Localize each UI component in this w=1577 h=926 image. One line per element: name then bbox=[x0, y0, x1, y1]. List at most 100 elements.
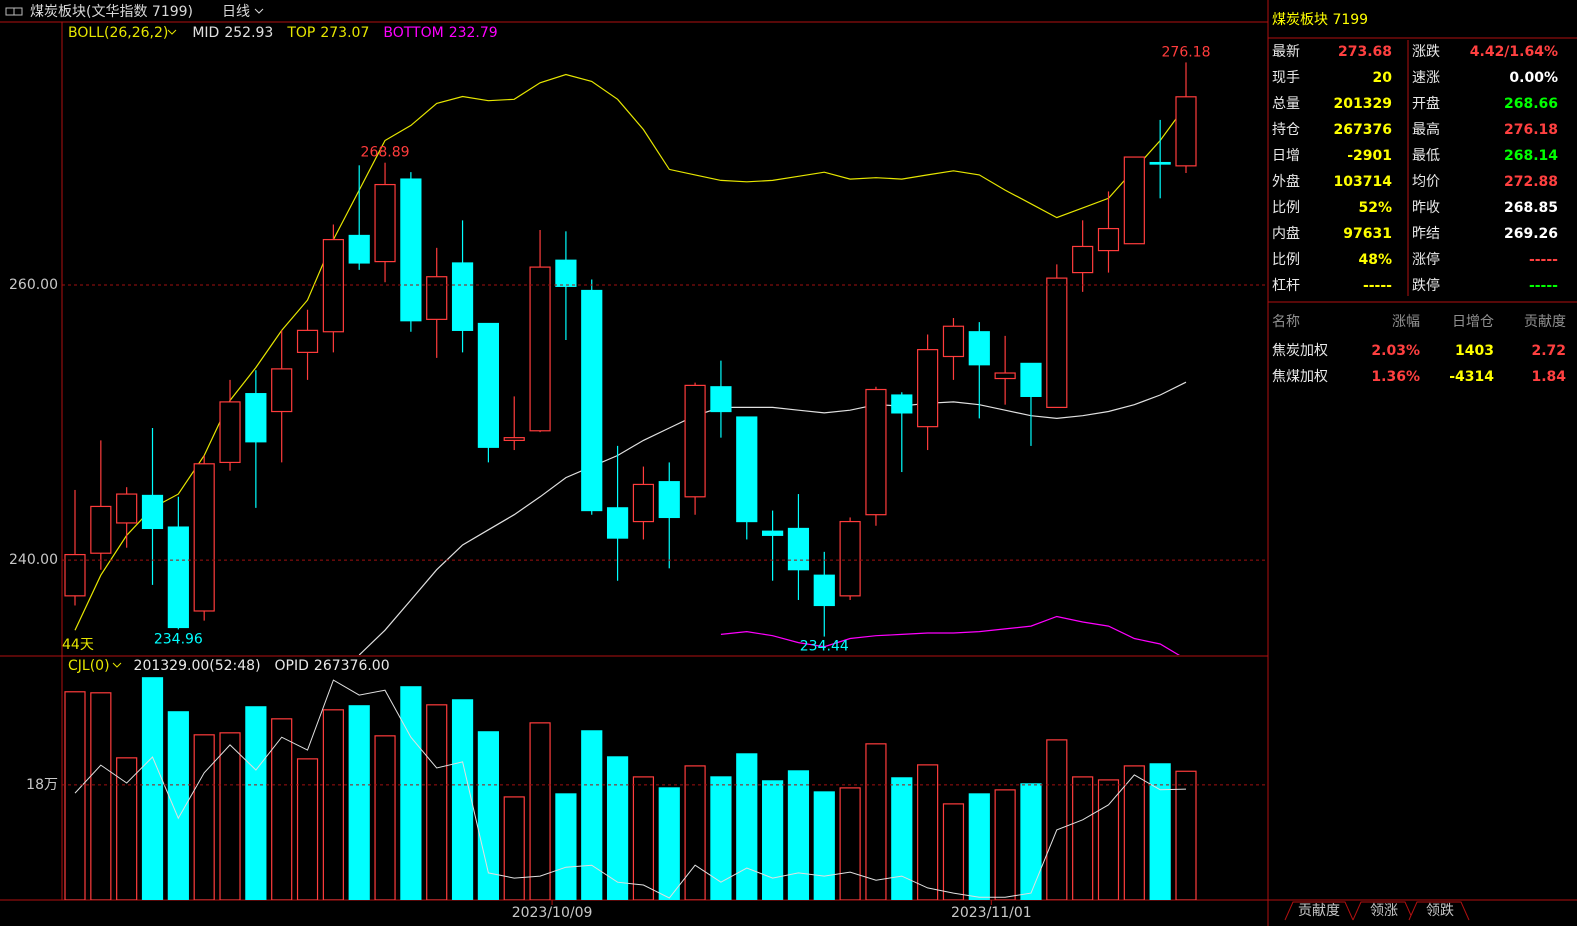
candle-body bbox=[555, 259, 577, 287]
candle-body bbox=[1123, 156, 1145, 245]
column-header: 贡献度 bbox=[1524, 314, 1566, 330]
quote-label: 日增 bbox=[1272, 148, 1300, 164]
candle-body bbox=[477, 322, 499, 448]
candle-body bbox=[529, 266, 551, 432]
quote-value: 20 bbox=[1373, 70, 1393, 86]
column-header: 名称 bbox=[1272, 314, 1300, 330]
volume-bar bbox=[917, 764, 939, 900]
legend-value: 252.93 bbox=[224, 25, 273, 41]
volume-bar bbox=[141, 677, 164, 900]
quote-value: 272.88 bbox=[1504, 174, 1558, 190]
chevron bbox=[254, 8, 264, 14]
volume-bar bbox=[555, 793, 577, 900]
quote-label: 最新 bbox=[1272, 44, 1300, 60]
indicator-name: BOLL(26,26,2) bbox=[68, 25, 168, 41]
volume-bar bbox=[64, 691, 86, 900]
legend-name: BOTTOM bbox=[383, 25, 443, 41]
quote-value: 268.14 bbox=[1504, 148, 1558, 164]
candle-body bbox=[1046, 277, 1068, 409]
quote-value: 4.42/1.64% bbox=[1470, 44, 1558, 60]
legend-name: MID bbox=[192, 25, 219, 41]
candle-body bbox=[167, 526, 189, 629]
volume-bar bbox=[710, 776, 732, 900]
quote-label: 现手 bbox=[1272, 70, 1300, 86]
boll-line bbox=[720, 615, 1180, 655]
candle-body bbox=[762, 530, 784, 536]
y-tick-label: 18万 bbox=[26, 777, 58, 793]
candle-body bbox=[1072, 245, 1094, 274]
quote-value: 0.00% bbox=[1509, 70, 1558, 86]
candle-body bbox=[503, 437, 525, 442]
candle-body bbox=[994, 372, 1016, 380]
column-header: 日增仓 bbox=[1452, 314, 1494, 330]
boll-line bbox=[74, 73, 1187, 631]
y-tick-label: 260.00 bbox=[9, 277, 58, 293]
legend: CJL(0) 201329.00(52:48) OPID 267376.00 bbox=[68, 658, 390, 674]
candle-body bbox=[451, 262, 474, 331]
volume-bar bbox=[374, 735, 396, 900]
volume-bar bbox=[658, 787, 680, 900]
period-selector[interactable]: 日线 bbox=[222, 4, 250, 20]
quote-value: 97631 bbox=[1343, 226, 1392, 242]
tab[interactable]: 领涨 bbox=[1370, 903, 1398, 919]
legend-value: 201329.00(52:48) bbox=[134, 658, 261, 674]
candle-body bbox=[581, 289, 603, 512]
candle-body bbox=[426, 276, 448, 320]
tab[interactable]: 贡献度 bbox=[1298, 903, 1340, 919]
quote-label: 昨结 bbox=[1412, 226, 1440, 242]
candle-body bbox=[1020, 362, 1042, 397]
candle-body bbox=[917, 349, 939, 428]
quote-label: 涨停 bbox=[1412, 251, 1440, 268]
candle-body bbox=[322, 238, 344, 333]
x-tick-label: 2023/10/09 bbox=[512, 905, 593, 921]
volume-bar bbox=[762, 780, 784, 900]
legend-value: 232.79 bbox=[449, 25, 498, 41]
candle-body bbox=[141, 494, 164, 530]
legend: BOLL(26,26,2) MID 252.93 TOP 273.07 BOTTOM 232… bbox=[68, 25, 498, 41]
chevron bbox=[167, 29, 177, 35]
volume-bar bbox=[1149, 763, 1171, 900]
volume-bar bbox=[451, 699, 474, 900]
component-cell: 1.36% bbox=[1371, 369, 1420, 385]
candle-body bbox=[968, 331, 990, 366]
volume-bar bbox=[736, 753, 758, 900]
quote-label: 内盘 bbox=[1272, 225, 1300, 242]
quote-value: 103714 bbox=[1334, 174, 1393, 190]
extreme-label: 268.89 bbox=[361, 145, 410, 161]
candle-body bbox=[348, 234, 370, 264]
volume-bar bbox=[581, 730, 603, 900]
volume-bar bbox=[1123, 765, 1145, 900]
candle-body bbox=[219, 401, 241, 464]
chevron bbox=[112, 662, 122, 668]
volume-bar bbox=[348, 705, 370, 900]
tab[interactable]: 领跌 bbox=[1426, 903, 1454, 919]
candle-body bbox=[90, 505, 112, 554]
candle-body bbox=[64, 553, 86, 597]
component-cell: 1.84 bbox=[1531, 369, 1566, 385]
panel-title: 煤炭板块 7199 bbox=[1272, 12, 1368, 28]
volume-bar bbox=[193, 734, 215, 900]
volume-bar bbox=[1175, 770, 1197, 900]
x-tick-label: 2023/11/01 bbox=[951, 905, 1032, 921]
candle-body bbox=[296, 329, 319, 353]
volume-bar bbox=[477, 731, 499, 900]
quote-label: 外盘 bbox=[1272, 173, 1300, 190]
quote-value: 269.26 bbox=[1504, 226, 1558, 242]
volume-bar bbox=[90, 692, 112, 900]
volume-bar bbox=[1020, 783, 1042, 900]
volume-bar bbox=[839, 787, 861, 900]
header-title: 煤炭板块(文华指数 7199) bbox=[30, 4, 193, 20]
quote-value: 52% bbox=[1358, 200, 1392, 216]
volume-bar bbox=[167, 711, 189, 900]
candle-body bbox=[374, 183, 396, 263]
quote-label: 总量 bbox=[1272, 96, 1300, 112]
component-cell: 1403 bbox=[1455, 343, 1494, 359]
volume-bar bbox=[684, 765, 706, 900]
quote-label: 持仓 bbox=[1272, 122, 1300, 138]
candle-body bbox=[116, 493, 138, 524]
volume-bar bbox=[891, 777, 913, 900]
candle-body bbox=[658, 481, 680, 519]
volume-bar bbox=[400, 686, 422, 900]
